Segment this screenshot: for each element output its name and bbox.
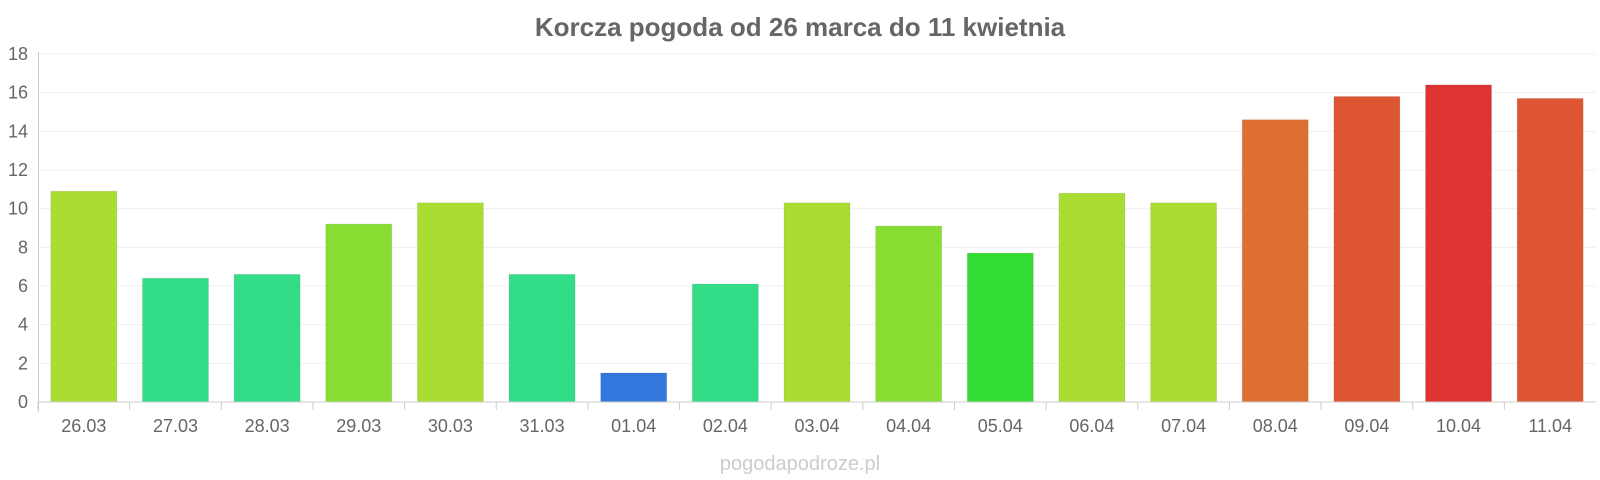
x-tick-label: 05.04	[978, 416, 1023, 436]
x-tick-label: 29.03	[336, 416, 381, 436]
bar-28.03	[233, 273, 301, 403]
y-tick-label: 10	[8, 199, 28, 219]
bar-08.04	[1241, 119, 1309, 403]
x-tick-label: 03.04	[794, 416, 839, 436]
x-tick-label: 06.04	[1069, 416, 1114, 436]
watermark: pogodapodroze.pl	[720, 453, 880, 475]
bar-09.04	[1333, 96, 1401, 403]
x-tick-label: 31.03	[520, 416, 565, 436]
bar-31.03	[508, 273, 576, 403]
y-tick-label: 8	[18, 237, 28, 257]
x-tick-label: 01.04	[611, 416, 656, 436]
bar-29.03	[325, 223, 393, 403]
bar-03.04	[783, 202, 851, 403]
bar-07.04	[1150, 202, 1218, 403]
x-tick-label: 07.04	[1161, 416, 1206, 436]
y-axis-ticks: 0 2 4 6 8 10 12 14 16 18	[8, 44, 28, 412]
y-tick-label: 14	[8, 121, 28, 141]
y-tick-label: 4	[18, 315, 28, 335]
bar-27.03	[141, 277, 209, 403]
bar-01.04	[600, 372, 668, 403]
y-tick-label: 16	[8, 83, 28, 103]
bar-06.04	[1058, 192, 1126, 403]
bar-11.04	[1516, 97, 1584, 403]
x-tick-label: 04.04	[886, 416, 931, 436]
x-tick-label: 30.03	[428, 416, 473, 436]
bar-04.04	[875, 225, 943, 403]
x-axis-ticks: 26.03 27.03 28.03 29.03 30.03 31.03 01.04 02.04…	[37, 402, 1572, 436]
y-tick-label: 18	[8, 44, 28, 64]
x-tick-label: 11.04	[1528, 416, 1572, 436]
y-tick-label: 0	[18, 392, 28, 412]
y-tick-label: 2	[18, 353, 28, 373]
bar-26.03	[50, 190, 118, 403]
y-tick-label: 6	[18, 276, 28, 296]
bar-02.04	[691, 283, 759, 403]
bar-30.03	[416, 202, 484, 403]
y-tick-label: 12	[8, 160, 28, 180]
x-tick-label: 27.03	[153, 416, 198, 436]
x-tick-label: 08.04	[1253, 416, 1298, 436]
x-tick-label: 02.04	[703, 416, 748, 436]
bar-10.04	[1425, 84, 1493, 403]
x-tick-label: 26.03	[61, 416, 106, 436]
bars	[50, 84, 1584, 403]
bar-05.04	[966, 252, 1034, 403]
chart-title: Korcza pogoda od 26 marca do 11 kwietnia	[535, 12, 1066, 42]
x-tick-label: 09.04	[1344, 416, 1389, 436]
x-tick-label: 10.04	[1436, 416, 1481, 436]
x-tick-label: 28.03	[245, 416, 290, 436]
